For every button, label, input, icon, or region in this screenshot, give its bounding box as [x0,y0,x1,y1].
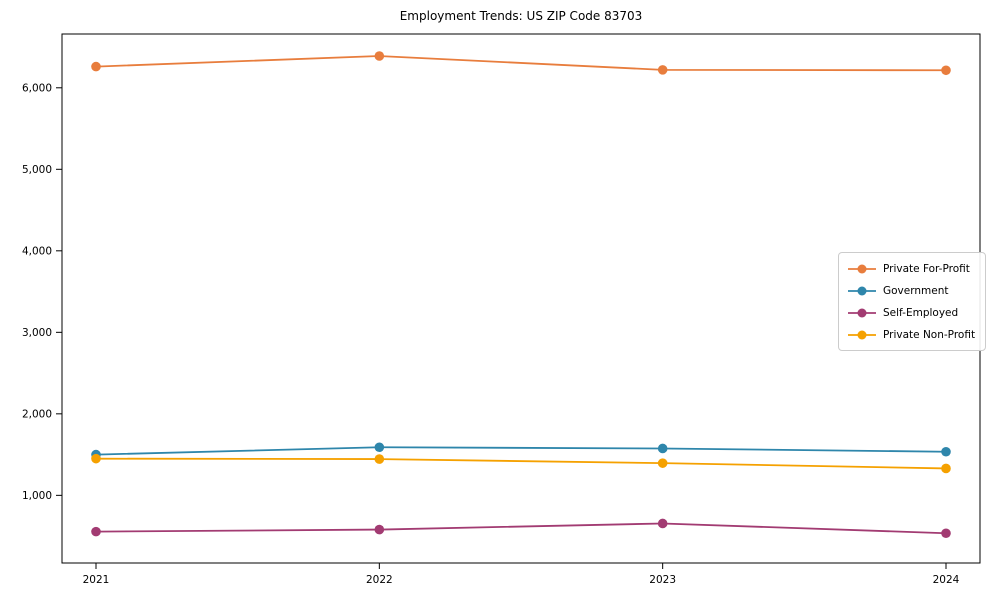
data-point-private-for-profit [91,61,101,72]
data-point-self-employed [941,528,951,539]
x-tick-label: 2024 [933,574,960,586]
x-tick-label: 2023 [649,574,676,586]
data-point-private-non-profit [657,458,668,468]
data-point-private-non-profit [941,463,951,474]
x-tick-label: 2021 [83,574,110,586]
legend-marker-icon [848,308,876,317]
legend-label-self-employed: Self-Employed [883,306,959,319]
data-point-self-employed [91,526,101,537]
y-tick-label: 5,000 [22,164,52,176]
series-line-private-for-profit [95,55,947,72]
data-point-government [941,446,951,457]
data-point-private-for-profit [657,65,668,75]
legend-marker-icon [848,286,876,295]
data-point-private-for-profit [374,51,385,61]
legend-marker-icon [848,264,876,273]
data-point-government [657,443,668,454]
series-line-government [95,446,947,456]
data-point-self-employed [374,524,385,535]
series-line-self-employed [95,522,947,535]
legend-label-government: Government [883,284,949,297]
data-point-government [374,442,385,453]
legend-item-private-for-profit: Private For-Profit [848,259,975,278]
data-point-private-for-profit [941,65,951,76]
legend: Private For-Profit Government Self-Employe… [838,252,987,351]
legend-marker-icon [848,330,876,339]
legend-label-private-for-profit: Private For-Profit [883,262,970,275]
y-tick-label: 4,000 [22,245,52,257]
chart-title: Employment Trends: US ZIP Code 83703 [399,9,643,23]
legend-item-government: Government [848,281,975,300]
y-tick-label: 2,000 [22,408,52,420]
data-point-private-non-profit [91,453,101,464]
data-point-private-non-profit [374,454,385,464]
data-point-self-employed [657,518,668,529]
y-tick-label: 3,000 [22,327,52,339]
legend-item-self-employed: Self-Employed [848,303,975,322]
legend-label-private-non-profit: Private Non-Profit [883,328,976,341]
y-tick-label: 1,000 [22,490,52,502]
x-tick-label: 2022 [366,574,393,586]
y-tick-label: 6,000 [22,82,52,94]
legend-item-private-non-profit: Private Non-Profit [848,325,975,344]
series-line-private-non-profit [95,457,947,470]
